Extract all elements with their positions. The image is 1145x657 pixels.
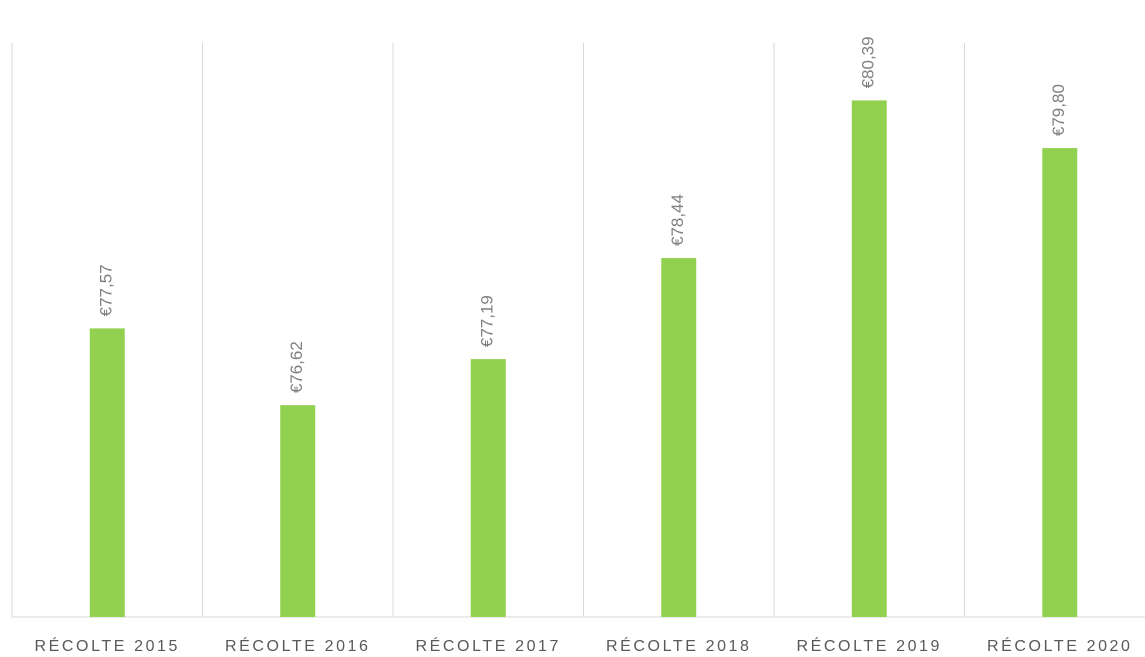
- bar: [89, 328, 125, 617]
- data-label: €78,44: [668, 194, 687, 246]
- bar: [280, 405, 316, 617]
- data-label: €80,39: [859, 36, 878, 88]
- bar: [470, 359, 506, 617]
- x-tick-label: RÉCOLTE 2015: [34, 636, 180, 655]
- bar: [1042, 148, 1078, 618]
- x-tick-label: RÉCOLTE 2016: [225, 636, 371, 655]
- bar: [661, 258, 697, 617]
- data-label: €79,80: [1049, 84, 1068, 136]
- x-tick-label: RÉCOLTE 2020: [987, 636, 1133, 655]
- x-tick-label: RÉCOLTE 2019: [796, 636, 942, 655]
- data-label: €76,62: [287, 341, 306, 393]
- bar: [851, 100, 887, 617]
- data-label: €77,19: [478, 295, 497, 347]
- data-label: €77,57: [97, 264, 116, 316]
- x-tick-label: RÉCOLTE 2017: [415, 636, 561, 655]
- x-tick-label: RÉCOLTE 2018: [606, 636, 752, 655]
